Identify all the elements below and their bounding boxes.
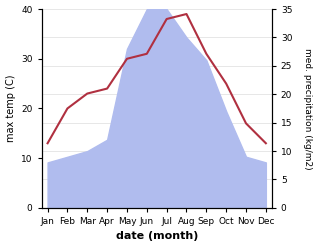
Y-axis label: med. precipitation (kg/m2): med. precipitation (kg/m2) (303, 48, 313, 169)
X-axis label: date (month): date (month) (115, 231, 198, 242)
Y-axis label: max temp (C): max temp (C) (5, 75, 16, 142)
